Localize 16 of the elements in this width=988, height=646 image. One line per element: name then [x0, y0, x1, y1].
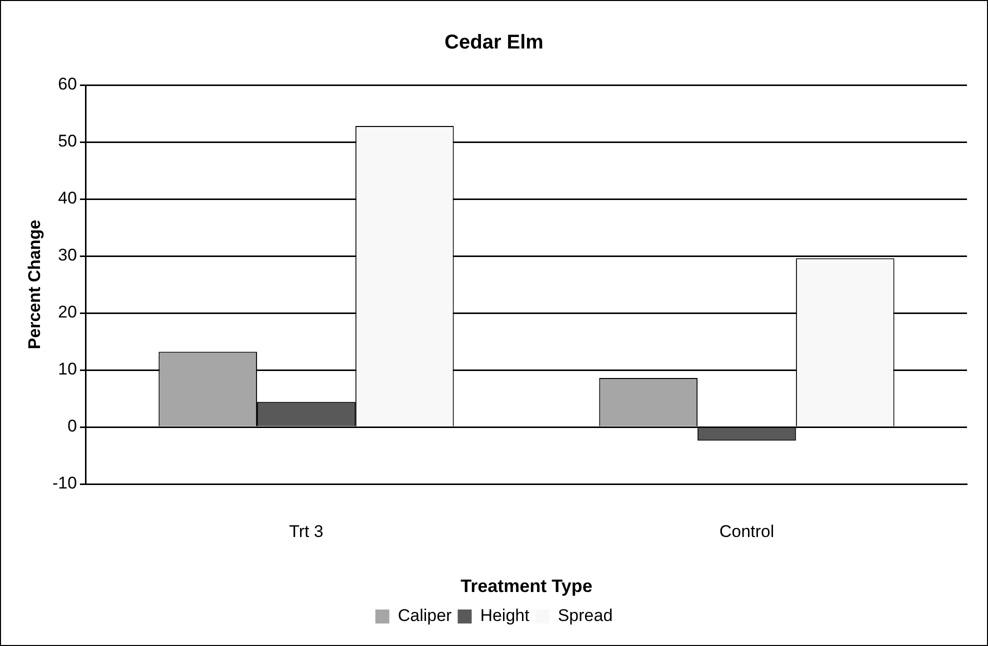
- y-tick-label: 40: [58, 188, 77, 208]
- x-tick-label: Control: [719, 522, 774, 541]
- y-tick-label: 20: [58, 302, 77, 322]
- y-tick-label: 0: [68, 416, 77, 436]
- x-axis-title: Treatment Type: [460, 576, 592, 596]
- legend-label: Caliper: [398, 606, 452, 626]
- chart-title: Cedar Elm: [444, 32, 544, 54]
- legend-label: Height: [480, 606, 530, 626]
- y-tick-label: 10: [58, 360, 77, 379]
- x-tick-label: Trt 3: [289, 522, 324, 541]
- y-tick-label: -10: [52, 474, 77, 493]
- y-tick-label: 30: [58, 246, 77, 265]
- legend-label: Spread: [558, 606, 613, 626]
- y-tick-label: 60: [58, 74, 77, 94]
- y-tick-label: 50: [58, 132, 77, 151]
- y-axis-title: Percent Change: [24, 220, 44, 350]
